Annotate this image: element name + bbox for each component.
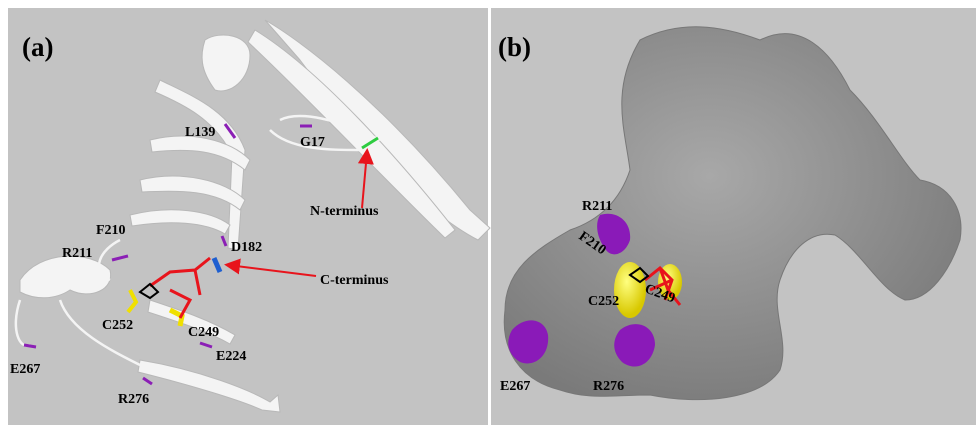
residue-label: R276 [118, 392, 149, 407]
terminus-label: C-terminus [320, 273, 389, 288]
panel-label: (b) [498, 32, 531, 62]
residue-label: R211 [582, 199, 612, 214]
residue-label: E267 [500, 379, 530, 394]
residue-label: R211 [62, 246, 92, 261]
residue-label: D182 [231, 240, 262, 255]
residue-label: C249 [188, 325, 219, 340]
residue-label: C252 [102, 318, 133, 333]
residue-label: F210 [96, 223, 126, 238]
terminus-label: N-terminus [310, 204, 379, 219]
panel-label: (a) [22, 32, 53, 62]
residue-label: C252 [588, 294, 619, 309]
residue-label: E267 [10, 362, 40, 377]
figure: (a) L139 G17 N-terminus C-terminus F210 … [0, 0, 976, 425]
residue-label: R276 [593, 379, 624, 394]
residue-label: L139 [185, 125, 215, 140]
residue-label: E224 [216, 349, 246, 364]
panel-a-background [8, 8, 488, 425]
residue [24, 345, 36, 347]
residue-label: G17 [300, 135, 325, 150]
